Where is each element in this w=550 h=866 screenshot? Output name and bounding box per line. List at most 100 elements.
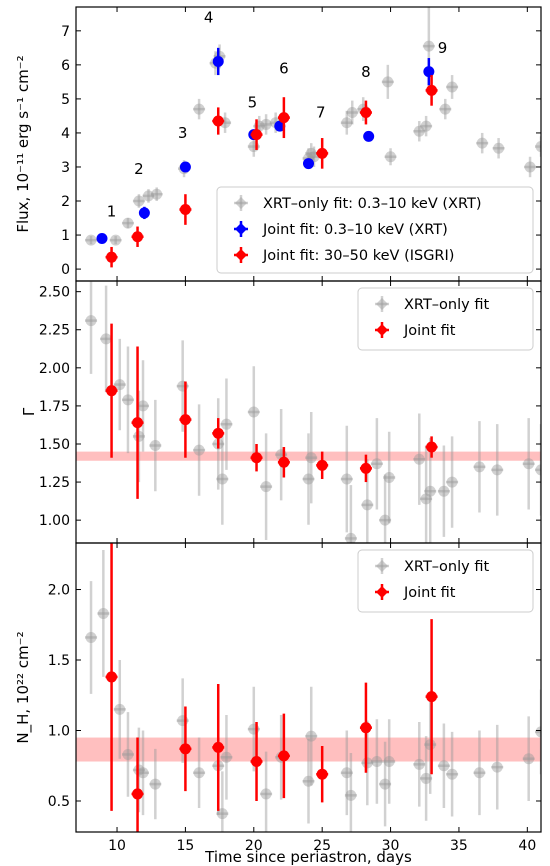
marker <box>132 788 144 800</box>
marker <box>523 458 535 470</box>
marker <box>382 76 394 88</box>
marker <box>371 756 383 768</box>
y-tick-label: 2 <box>61 194 70 210</box>
y-tick-label: 5 <box>61 92 70 108</box>
data-point <box>381 64 394 99</box>
marker <box>137 400 149 412</box>
marker <box>426 441 438 453</box>
marker <box>303 473 314 485</box>
data-point <box>473 421 486 513</box>
marker <box>106 671 118 683</box>
data-point <box>193 737 206 809</box>
marker <box>424 485 436 497</box>
marker <box>420 772 432 784</box>
marker <box>216 473 228 485</box>
marker <box>305 730 317 742</box>
y-tick-label: 2.0 <box>48 583 70 599</box>
marker <box>85 631 97 643</box>
data-point <box>413 413 426 505</box>
marker <box>251 452 263 464</box>
legend-label: Joint fit <box>403 585 456 601</box>
data-point <box>179 161 191 173</box>
marker <box>212 427 224 439</box>
data-point <box>384 148 397 166</box>
marker <box>363 130 375 142</box>
model-band <box>76 451 541 461</box>
marker <box>193 103 205 115</box>
marker <box>446 81 458 93</box>
y-tick-label: 1.50 <box>39 437 70 453</box>
data-point <box>522 418 535 510</box>
data-point <box>250 119 263 150</box>
data-point <box>316 451 329 480</box>
marker <box>473 767 485 779</box>
marker <box>303 158 314 170</box>
data-point <box>96 232 108 244</box>
y-tick-label: 2.00 <box>39 361 70 377</box>
annotation-label: 9 <box>438 39 448 57</box>
data-point <box>121 712 134 797</box>
data-point <box>446 436 459 528</box>
data-point <box>260 114 273 135</box>
data-point <box>137 360 150 452</box>
data-point <box>131 226 144 247</box>
data-point <box>142 189 155 203</box>
marker <box>341 473 353 485</box>
marker <box>274 120 286 132</box>
marker <box>385 151 397 163</box>
legend-label: XRT–only fit: 0.3–10 keV (XRT) <box>263 196 481 212</box>
annotation-label: 4 <box>204 8 214 26</box>
marker <box>360 722 372 734</box>
marker <box>360 462 372 474</box>
legend-marker <box>376 586 388 598</box>
marker <box>142 190 154 202</box>
y-tick-label: 3 <box>61 160 70 176</box>
marker <box>212 741 224 753</box>
data-point <box>277 447 290 478</box>
data-point <box>446 731 459 817</box>
legend-marker <box>376 560 388 572</box>
legend-label: Joint fit <box>403 323 456 339</box>
marker <box>305 452 317 464</box>
marker <box>100 333 112 345</box>
data-point <box>100 285 113 393</box>
data-point <box>105 543 118 811</box>
annotation-label: 1 <box>107 202 117 220</box>
marker <box>413 758 425 770</box>
legend-label: XRT–only fit <box>404 297 489 313</box>
data-point <box>250 722 263 801</box>
data-point <box>413 121 426 142</box>
x-tick-label: 15 <box>176 838 194 854</box>
data-point <box>420 445 433 543</box>
data-point <box>216 433 229 525</box>
marker <box>438 760 450 772</box>
marker <box>260 118 272 130</box>
data-point <box>473 730 486 816</box>
data-point <box>359 100 372 125</box>
data-point <box>344 753 357 832</box>
panel-nh: 0.5 1.0 1.5 2.0 10 15 20 25 30 35 40 N_H, 10²² cm⁻²… <box>14 542 542 866</box>
data-point <box>150 187 163 202</box>
marker <box>179 204 191 216</box>
x-tick-label: 25 <box>313 838 331 854</box>
legend-box <box>357 549 534 613</box>
marker <box>341 767 353 779</box>
data-point <box>302 738 315 824</box>
data-point <box>193 404 206 496</box>
marker <box>476 137 488 149</box>
y-tick-label: 1.5 <box>48 653 70 669</box>
marker <box>151 188 163 200</box>
y-tick-label: 4 <box>61 126 70 142</box>
data-point <box>361 459 374 543</box>
legend: XRT–only fit Joint fit <box>357 287 534 351</box>
data-point <box>361 720 374 806</box>
marker <box>316 459 328 471</box>
data-point <box>85 281 98 374</box>
x-axis-label: Time since periastron, days <box>204 848 412 866</box>
data-point <box>491 724 504 810</box>
marker <box>220 751 232 763</box>
data-point <box>439 98 452 120</box>
annotation-label: 3 <box>178 124 188 142</box>
marker <box>260 788 272 800</box>
